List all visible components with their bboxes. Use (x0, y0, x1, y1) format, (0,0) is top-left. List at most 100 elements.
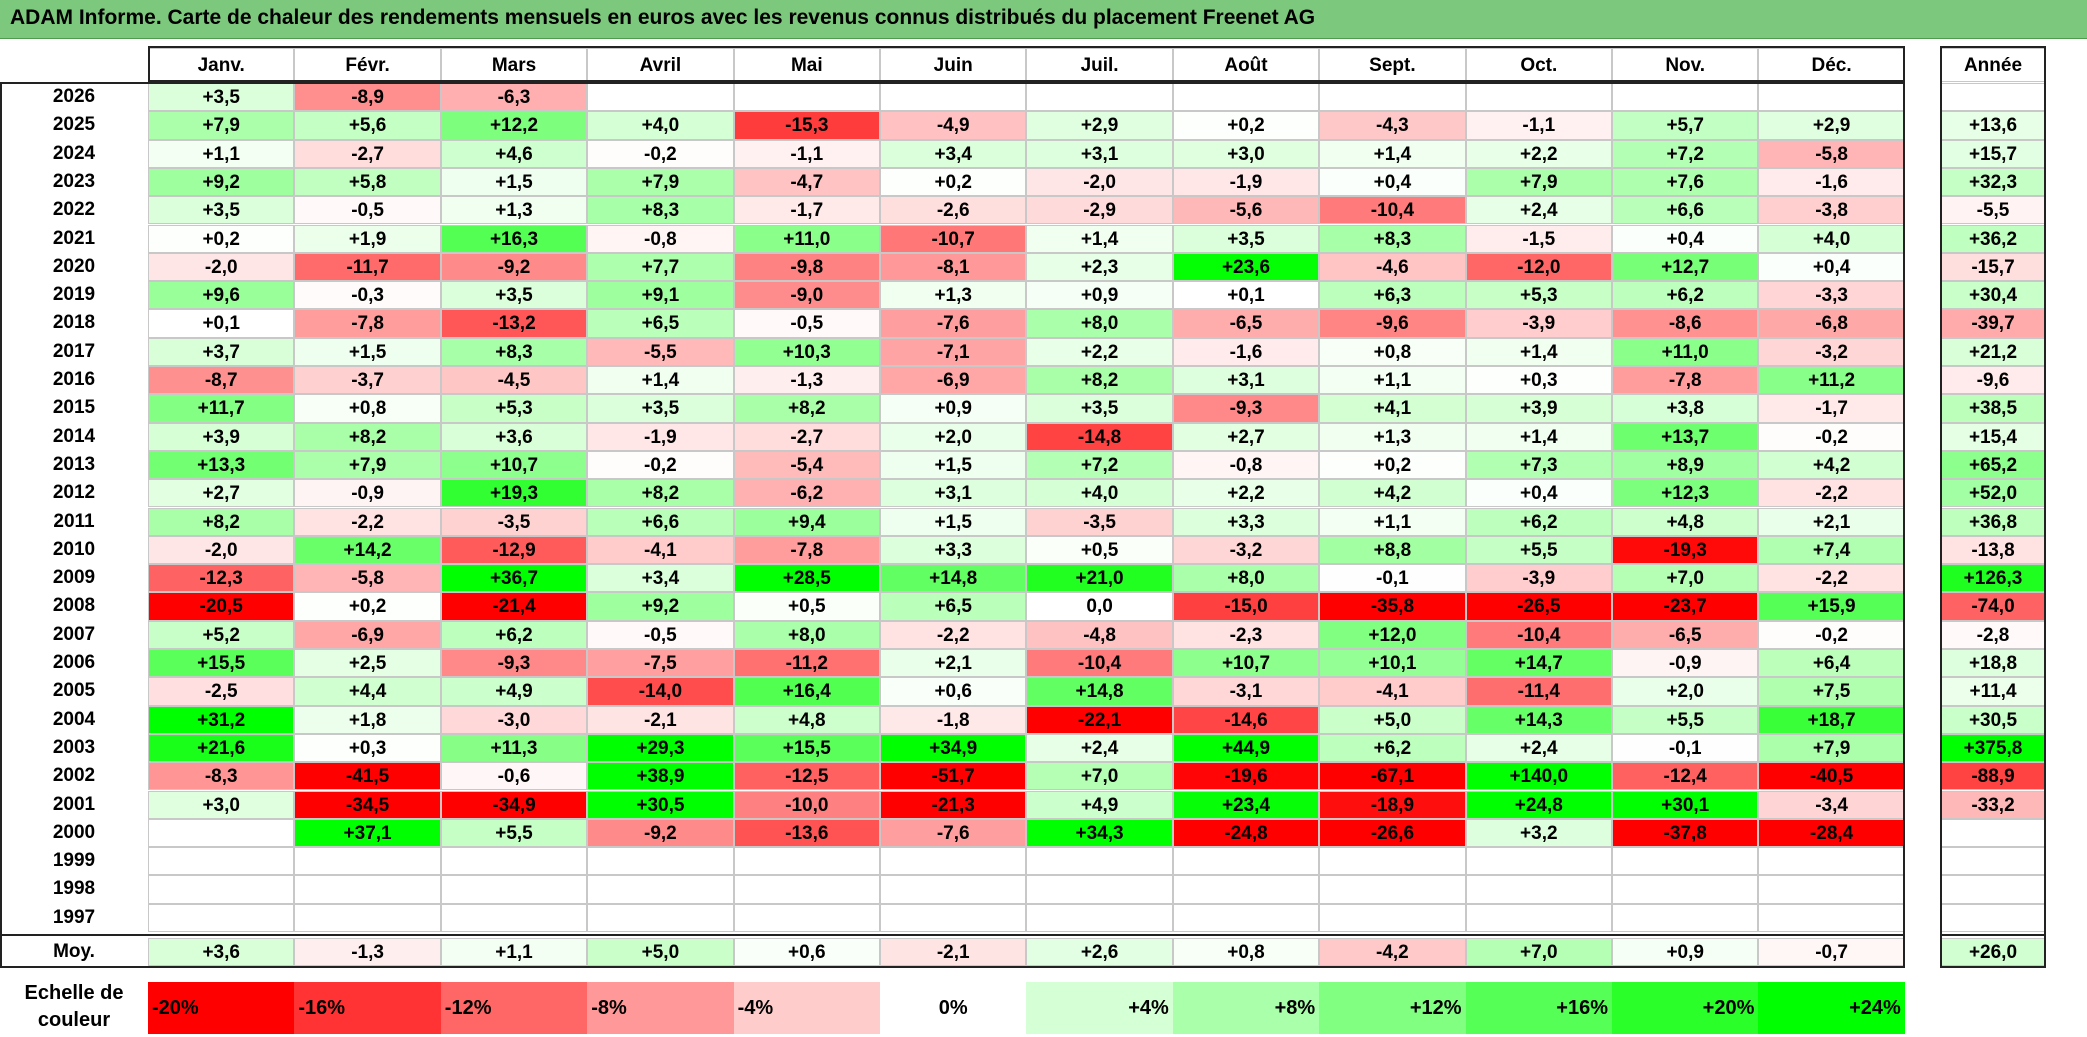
heatmap-cell: +37,1 (294, 818, 441, 848)
heatmap-cell: -3,4 (1758, 790, 1905, 819)
annual-cell: -74,0 (1940, 592, 2046, 621)
heatmap-cell: +0,4 (1758, 252, 1905, 282)
year-label: 2008 (52, 595, 96, 617)
heatmap-cell: +0,9 (1026, 281, 1173, 310)
heatmap-cell: +2,2 (1026, 337, 1173, 366)
month-header: Mai (733, 48, 880, 82)
heatmap-cell: -1,1 (1465, 111, 1612, 140)
heatmap-cell: +6,6 (1612, 196, 1759, 225)
year-label: 2026 (52, 86, 96, 107)
heatmap-cell: +0,8 (294, 394, 441, 423)
heatmap-cell: +11,0 (1612, 337, 1759, 366)
average-cell: -4,2 (1319, 938, 1466, 966)
heatmap-cell: +15,5 (148, 649, 295, 678)
year-label: 2012 (52, 482, 96, 504)
heatmap-cell: +7,2 (1026, 450, 1173, 480)
heatmap-cell: -67,1 (1319, 762, 1466, 791)
heatmap-cell: -8,6 (1612, 309, 1759, 338)
heatmap-cell (148, 875, 295, 904)
heatmap-cell: +5,3 (1465, 281, 1612, 310)
heatmap-cell: 0,0 (1026, 592, 1173, 621)
heatmap-cell: +18,7 (1758, 705, 1905, 734)
heatmap-cell: -3,2 (1172, 535, 1320, 565)
heatmap-cell: +0,2 (880, 167, 1027, 197)
heatmap-cell: +4,8 (733, 705, 880, 734)
heatmap-cell: -13,6 (733, 818, 880, 848)
heatmap-cell: -0,3 (294, 281, 441, 310)
heatmap-cell: -7,1 (880, 337, 1027, 366)
heatmap-cell (1758, 83, 1905, 112)
heatmap-cell: +1,1 (148, 139, 295, 168)
heatmap-cell: +6,4 (1758, 649, 1905, 678)
heatmap-cell: +140,0 (1465, 762, 1612, 791)
heatmap-cell: +8,8 (1319, 535, 1466, 565)
heatmap-cell: +1,5 (294, 337, 441, 366)
year-label: 2017 (52, 340, 96, 362)
heatmap-cell: -2,2 (1758, 564, 1905, 593)
heatmap-cell: +3,2 (1465, 818, 1612, 848)
color-scale-step: +12% (1319, 982, 1466, 1034)
heatmap-cell: -0,1 (1319, 564, 1466, 593)
heatmap-cell: +29,3 (587, 733, 734, 763)
heatmap-cell: -3,8 (1758, 196, 1905, 225)
average-cell: +1,1 (440, 938, 588, 966)
heatmap-cell: -2,9 (1026, 196, 1173, 225)
heatmap-cell (440, 875, 588, 904)
year-label: 2025 (52, 114, 96, 136)
heatmap-cell: -1,7 (733, 196, 880, 225)
heatmap-cell (1319, 903, 1466, 932)
heatmap-cell (587, 847, 734, 876)
annual-cell: -9,6 (1940, 366, 2046, 395)
heatmap-cell: +28,5 (733, 564, 880, 593)
heatmap-cell: +6,5 (587, 309, 734, 338)
heatmap-cell: +8,2 (1026, 366, 1173, 395)
heatmap-cell: +8,3 (587, 196, 734, 225)
heatmap-cell: -5,5 (587, 337, 734, 366)
heatmap-cell: -3,1 (1172, 677, 1320, 706)
heatmap-cell: +11,2 (1758, 366, 1905, 395)
heatmap-cell: +14,3 (1465, 705, 1612, 734)
heatmap-cell: +9,4 (733, 507, 880, 536)
heatmap-cell: +1,1 (1319, 507, 1466, 536)
heatmap-cell: +7,2 (1612, 139, 1759, 168)
heatmap-cell: -13,2 (440, 309, 588, 338)
heatmap-cell: +2,9 (1758, 111, 1905, 140)
heatmap-cell: +4,9 (1026, 790, 1173, 819)
heatmap-cell: +3,0 (148, 790, 295, 819)
year-label: 2007 (52, 623, 96, 645)
heatmap-cell: -41,5 (294, 762, 441, 791)
heatmap-cell: -10,7 (880, 224, 1027, 253)
heatmap-cell: -5,6 (1172, 196, 1320, 225)
heatmap-cell: +8,9 (1612, 450, 1759, 480)
heatmap-cell (587, 903, 734, 932)
heatmap-cell: +15,9 (1758, 592, 1905, 621)
heatmap-cell: +24,8 (1465, 790, 1612, 819)
heatmap-cell: +2,0 (1612, 677, 1759, 706)
annual-cell: +38,5 (1940, 394, 2046, 423)
heatmap-cell: +7,7 (587, 252, 734, 282)
heatmap-cell: +6,2 (1612, 281, 1759, 310)
heatmap-cell (1612, 847, 1759, 876)
annual-cell: +15,7 (1940, 139, 2046, 168)
heatmap-cell (1026, 903, 1173, 932)
heatmap-cell: +2,1 (880, 649, 1027, 678)
heatmap-cell: -9,2 (440, 252, 588, 282)
heatmap-cell: -14,8 (1026, 422, 1173, 451)
heatmap-cell: -2,1 (587, 705, 734, 734)
heatmap-cell (880, 847, 1027, 876)
heatmap-cell: +8,3 (1319, 224, 1466, 253)
average-label: Moy. (53, 941, 95, 962)
annual-cell: -15,7 (1940, 252, 2046, 282)
heatmap-cell: -3,0 (440, 705, 588, 734)
heatmap-cell: -0,2 (1758, 422, 1905, 451)
heatmap-cell: -1,6 (1172, 337, 1320, 366)
heatmap-cell: +3,9 (148, 422, 295, 451)
heatmap-cell: +2,4 (1465, 196, 1612, 225)
annual-cell: +375,8 (1940, 733, 2046, 763)
heatmap-cell: -2,0 (148, 252, 295, 282)
year-label: 1997 (52, 906, 96, 928)
color-scale-step: +4% (1026, 982, 1173, 1034)
heatmap-cell: +4,0 (1026, 479, 1173, 508)
heatmap-cell (1319, 847, 1466, 876)
year-label: 2011 (53, 510, 95, 532)
